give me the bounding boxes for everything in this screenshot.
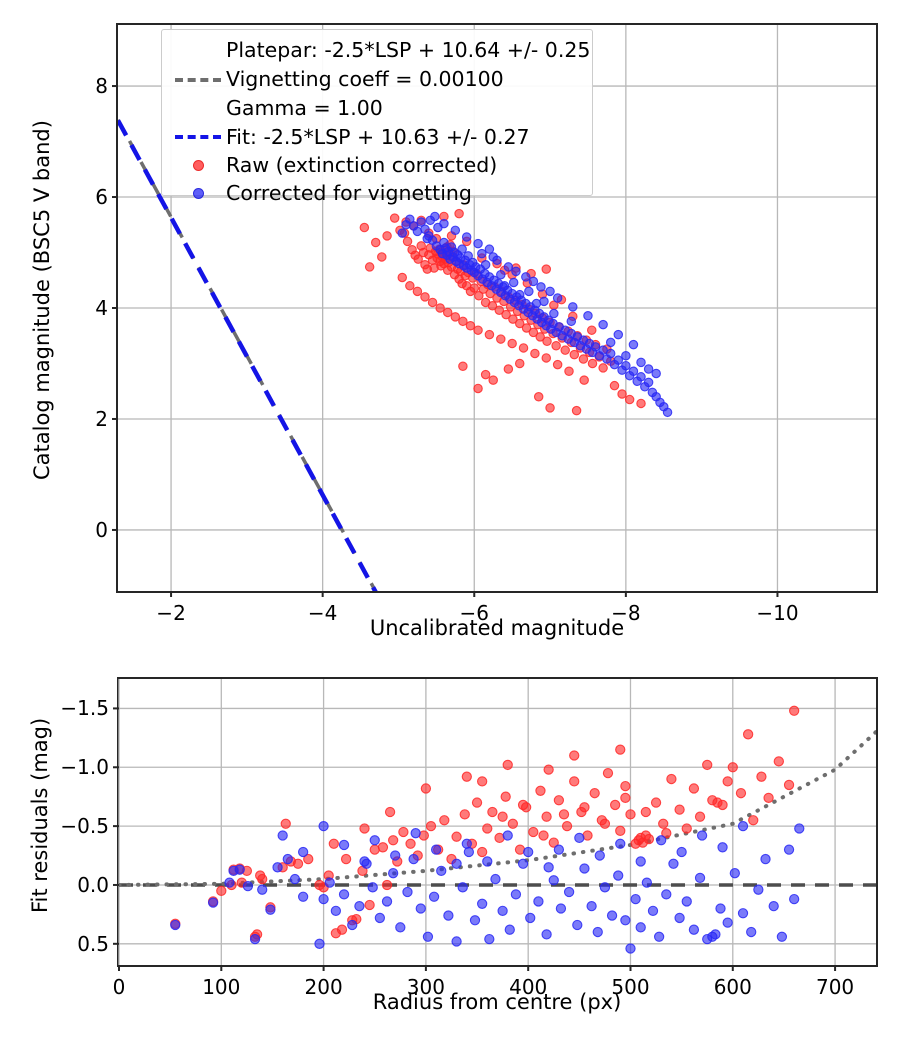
y-tick-label: 4 <box>95 296 108 320</box>
legend-label-gamma: Gamma = 1.00 <box>226 96 383 120</box>
x-tick-label: −10 <box>756 601 799 625</box>
corrected-marker-swatch <box>170 187 226 199</box>
x-tick-label: 500 <box>611 975 650 999</box>
y-tick-label: −1.0 <box>60 755 109 780</box>
legend-entry-fit: Fit: -2.5*LSP + 10.63 +/- 0.27 <box>170 123 582 151</box>
legend-entry-platepar: Platepar: -2.5*LSP + 10.64 +/- 0.25 Vign… <box>170 36 590 123</box>
x-tick-label: 0 <box>112 975 126 999</box>
residuals-plot-area <box>113 679 876 971</box>
y-tick-label: 0.5 <box>77 931 109 956</box>
y-tick-label: 2 <box>95 406 108 431</box>
magnitude-fit-panel: −2 −4 −6 −8 −10 0 2 4 6 8 Uncalibrated magnitude… <box>30 23 878 640</box>
legend-label-raw: Raw (extinction corrected) <box>226 153 498 177</box>
y-tick-label: −1.5 <box>60 696 109 721</box>
y-tick-label: 6 <box>95 185 108 210</box>
y-tick-label: 0.0 <box>77 872 109 897</box>
fit-dash-swatch <box>170 135 226 139</box>
residuals-tickmarks <box>113 707 837 971</box>
x-tick-label: −8 <box>611 601 641 625</box>
platepar-dash-swatch <box>170 77 226 82</box>
x-tick-label: 700 <box>815 975 855 999</box>
x-tick-label: 600 <box>713 975 752 999</box>
residuals-panel: 0 100 200 300 400 500 600 700 0.5 0.0 −0.5 −1.0 −1.… <box>0 650 900 1050</box>
magnitude-fit-x-axis-title: Uncalibrated magnitude <box>369 616 625 640</box>
magnitude-fit-legend: Platepar: -2.5*LSP + 10.64 +/- 0.25 Vign… <box>161 29 593 205</box>
x-tick-label: 400 <box>509 975 548 999</box>
x-tick-label: −2 <box>156 601 186 625</box>
residuals-gridlines <box>118 679 876 965</box>
legend-label-fit: Fit: -2.5*LSP + 10.63 +/- 0.27 <box>226 125 530 149</box>
residuals-x-axis-title: Radius from centre (px) <box>372 990 622 1014</box>
magnitude-fit-reference-lines <box>118 119 378 591</box>
residuals-datapoints <box>170 705 805 954</box>
legend-label-vignetting-coeff: Vignetting coeff = 0.00100 <box>226 67 504 91</box>
residuals-y-axis-title: Fit residuals (mag) <box>28 717 52 913</box>
magnitude-fit-tickmarks <box>112 85 779 597</box>
y-tick-label: 8 <box>95 74 108 99</box>
y-tick-label: 0 <box>95 517 108 542</box>
x-tick-label: −6 <box>459 601 489 625</box>
legend-entry-raw: Raw (extinction corrected) <box>170 151 582 179</box>
legend-label-corrected: Corrected for vignetting <box>226 181 472 205</box>
legend-entry-corrected: Corrected for vignetting <box>170 179 582 207</box>
raw-marker-swatch <box>170 159 226 171</box>
x-tick-label: 100 <box>202 975 241 999</box>
magnitude-fit-y-axis-title: Catalog magnitude (BSC5 V band) <box>30 120 54 480</box>
magnitude-fit-datapoints <box>359 208 673 418</box>
x-tick-label: 300 <box>406 975 445 999</box>
y-tick-label: −0.5 <box>60 814 109 839</box>
legend-label-platepar: Platepar: -2.5*LSP + 10.64 +/- 0.25 <box>226 38 591 62</box>
x-tick-label: −4 <box>307 601 338 625</box>
x-tick-label: 200 <box>304 975 343 999</box>
